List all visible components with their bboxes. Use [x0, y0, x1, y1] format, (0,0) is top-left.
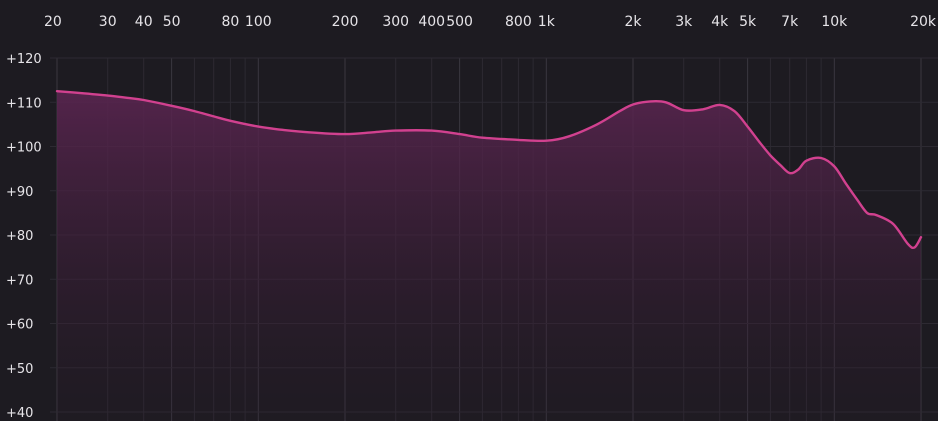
response-area-fill — [57, 91, 921, 421]
x-tick-label: 7k — [781, 14, 799, 30]
x-tick-label: 50 — [163, 14, 181, 30]
x-tick-label: 20 — [44, 14, 62, 30]
x-tick-label: 200 — [332, 14, 359, 30]
x-tick-label: 4k — [711, 14, 729, 30]
x-axis-labels: 20 30 40 50 80 100 200 300 400 500 800 1k 2k 3k 4k 5k 7k… — [44, 14, 937, 30]
x-tick-label: 5k — [739, 14, 757, 30]
y-tick-label: +120 — [6, 52, 42, 67]
x-tick-label: 500 — [446, 14, 473, 30]
y-tick-label: +100 — [6, 141, 42, 156]
x-tick-label: 10k — [821, 14, 848, 30]
y-tick-label: +110 — [6, 96, 42, 111]
y-tick-label: +80 — [6, 229, 33, 244]
y-tick-label: +40 — [6, 406, 33, 421]
x-tick-label: 2k — [624, 14, 642, 30]
x-tick-label: 800 — [505, 14, 532, 30]
x-tick-label: 1k — [538, 14, 556, 30]
x-tick-label: 300 — [382, 14, 409, 30]
x-tick-label: 400 — [418, 14, 445, 30]
x-tick-label: 40 — [135, 14, 153, 30]
x-tick-label: 100 — [245, 14, 272, 30]
y-tick-label: +60 — [6, 318, 33, 333]
x-tick-label: 80 — [221, 14, 239, 30]
y-tick-label: +90 — [6, 185, 33, 200]
x-tick-label: 30 — [99, 14, 117, 30]
x-tick-label: 3k — [675, 14, 693, 30]
response-curve-line — [55, 90, 923, 250]
y-tick-label: +50 — [6, 362, 33, 377]
x-tick-label: 20k — [910, 14, 937, 30]
y-tick-label: +70 — [6, 273, 33, 288]
y-axis-labels: +120 +110 +100 +90 +80 +70 +60 +50 +40 — [6, 52, 42, 421]
